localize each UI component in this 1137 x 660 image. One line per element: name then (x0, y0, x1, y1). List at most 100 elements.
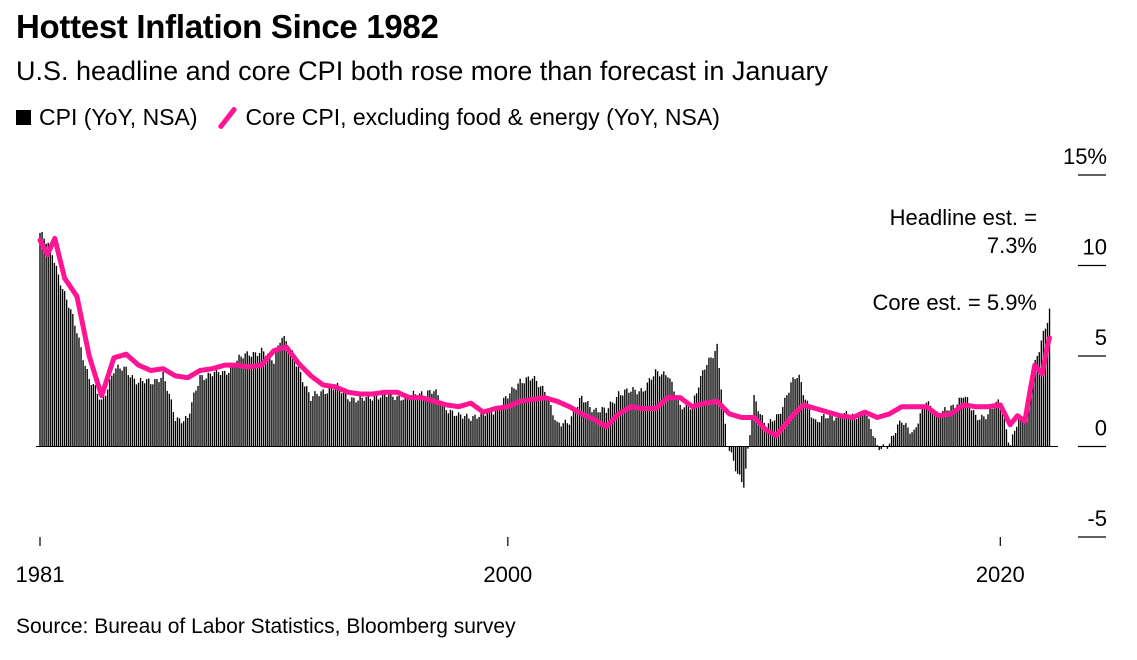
cpi-bar (878, 446, 880, 451)
annotation-text: 7.3% (987, 233, 1037, 258)
cpi-bar (345, 392, 347, 447)
cpi-bar (107, 389, 109, 447)
cpi-bar (386, 396, 388, 447)
cpi-bar (427, 390, 429, 447)
cpi-bar (324, 393, 326, 447)
cpi-bar (209, 373, 211, 447)
cpi-bar (178, 418, 181, 447)
cpi-bar (76, 333, 78, 447)
cpi-bar (146, 379, 148, 447)
cpi-bar (851, 413, 854, 447)
cpi-bar (400, 400, 402, 447)
cpi-bar (999, 403, 1001, 447)
cpi-bar (704, 369, 706, 447)
cpi-bar (523, 383, 525, 447)
cpi-bar (425, 396, 427, 447)
cpi-bar (521, 383, 523, 447)
cpi-bar (326, 393, 328, 447)
cpi-bar (907, 427, 909, 447)
cpi-bar (720, 389, 722, 447)
cpi-bar (139, 377, 142, 447)
cpi-bar (174, 420, 177, 447)
cpi-bar (70, 309, 72, 447)
cpi-bar (283, 335, 285, 447)
cpi-bar (398, 395, 400, 447)
cpi-bar (82, 360, 84, 447)
cpi-bar (513, 388, 515, 447)
cpi-bar (314, 391, 316, 447)
cpi-bar (804, 399, 807, 447)
cpi-bar (187, 417, 189, 447)
cpi-bar (275, 352, 277, 447)
cpi-bar (987, 414, 989, 447)
cpi-bar (215, 368, 218, 447)
cpi-bar (673, 391, 675, 447)
cpi-bar (724, 423, 727, 447)
cpi-bar (265, 355, 267, 447)
cpi-bar (946, 410, 948, 447)
cpi-bar (68, 307, 70, 447)
cpi-bar (127, 375, 129, 447)
cpi-bar (158, 382, 160, 447)
cpi-bar (853, 414, 856, 447)
cpi-bar (61, 288, 64, 447)
cpi-bar (115, 368, 117, 447)
cpi-bar (1009, 445, 1012, 447)
cpi-bar (156, 379, 158, 447)
cpi-bar (572, 410, 575, 447)
cpi-bar (989, 407, 991, 447)
cpi-bar (59, 285, 62, 447)
cpi-bar (392, 396, 394, 447)
legend-label-cpi: CPI (YoY, NSA) (39, 104, 198, 130)
cpi-bar (1005, 429, 1008, 447)
cpi-bar (581, 395, 583, 447)
x-axis: 1981 2000 2020 (16, 537, 1025, 587)
cpi-bar (234, 366, 236, 447)
cpi-bar (135, 384, 138, 447)
cpi-bar (304, 386, 306, 447)
cpi-bar (498, 408, 501, 447)
cpi-bar (217, 372, 220, 447)
annotation-text: Core est. = 5.9% (873, 290, 1037, 315)
cpi-bar (271, 360, 273, 447)
cpi-bar (775, 414, 778, 447)
cpi-bar (864, 414, 866, 447)
cpi-bar (897, 424, 899, 447)
y-axis: 15% 10 5 0 -5 (1063, 144, 1107, 538)
cpi-bar (1022, 422, 1024, 447)
cpi-bar (847, 416, 850, 447)
cpi-bar (213, 371, 216, 447)
cpi-bar (343, 391, 345, 447)
cpi-bar (714, 350, 716, 447)
cpi-bar (150, 384, 152, 447)
cpi-bar (599, 412, 601, 447)
cpi-bar (367, 394, 369, 447)
cpi-bar (1007, 442, 1010, 447)
cpi-bar (505, 396, 507, 447)
cpi-bar (412, 390, 415, 447)
cpi-bar (1048, 308, 1051, 447)
cpi-bar (892, 435, 895, 447)
cpi-bar (1020, 417, 1022, 447)
cpi-bar (544, 391, 546, 447)
cpi-bar (164, 381, 166, 447)
cpi-bar (363, 400, 365, 447)
cpi-bar (72, 313, 74, 447)
cpi-bar (533, 375, 536, 447)
cpi-bar (903, 424, 905, 447)
cpi-bar (814, 419, 817, 447)
cpi-bar (751, 417, 753, 447)
cpi-bar (624, 389, 626, 447)
cpi-bar (564, 419, 566, 447)
cpi-bar (985, 419, 987, 447)
cpi-bar (919, 413, 921, 447)
cpi-bar (993, 408, 995, 447)
cpi-bar (667, 377, 669, 447)
cpi-bar (749, 435, 751, 447)
cpi-bar (539, 386, 542, 447)
cpi-bar (620, 395, 622, 447)
cpi-bar (330, 386, 333, 447)
cpi-bar (605, 412, 607, 447)
cpi-bar (1013, 430, 1016, 447)
cpi-bar (689, 409, 692, 447)
